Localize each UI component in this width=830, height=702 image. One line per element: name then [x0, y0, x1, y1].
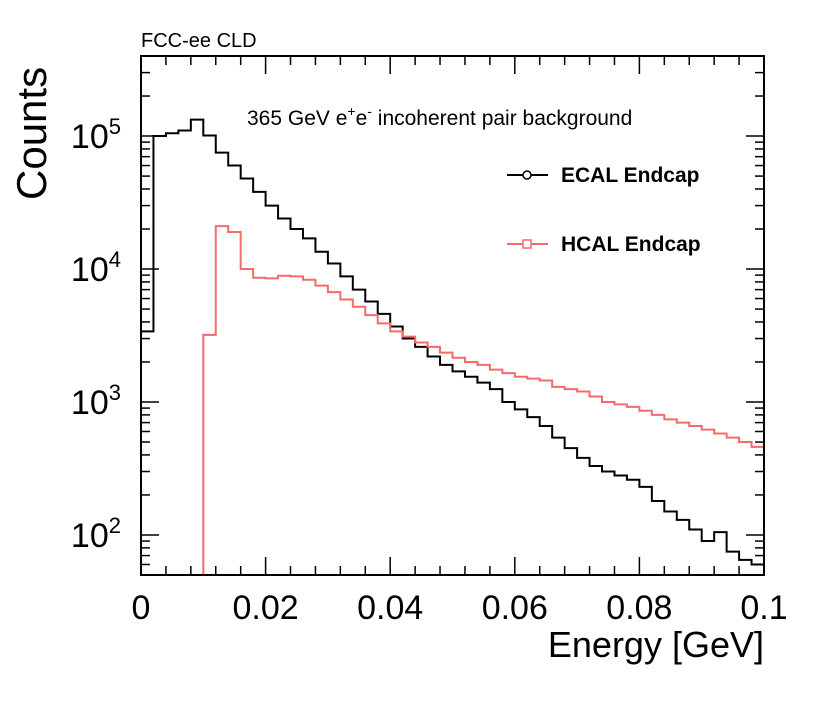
y-tick-label-base: 10 — [71, 251, 109, 289]
legend: ECAL Endcap HCAL Endcap — [507, 164, 701, 256]
title-sup1: + — [347, 103, 355, 119]
x-tick-label: 0 — [132, 589, 151, 627]
y-tick-label-base: 10 — [71, 118, 109, 156]
y-axis-title: Counts — [8, 67, 55, 200]
y-tick-label-exponent: 3 — [109, 380, 121, 405]
tick-layer — [140, 55, 765, 576]
plot-frame — [140, 55, 765, 576]
x-tick-label: 0.08 — [606, 589, 672, 627]
x-tick-label: 0.06 — [482, 589, 548, 627]
legend-label-ecal: ECAL Endcap — [561, 164, 699, 187]
y-tick-label: 105 — [71, 114, 121, 156]
legend-label-hcal: HCAL Endcap — [561, 233, 701, 256]
legend-marker-hcal-square-icon — [522, 239, 532, 249]
x-axis-title: Energy [GeV] — [548, 624, 764, 665]
x-tick-label: 0.04 — [357, 589, 423, 627]
y-tick-label: 102 — [71, 513, 121, 555]
title-post: incoherent pair background — [372, 107, 632, 130]
y-tick-label: 103 — [71, 380, 121, 422]
y-tick-label-base: 10 — [71, 384, 109, 422]
title-pre: 365 GeV e — [247, 107, 347, 130]
title-mid: e — [356, 107, 368, 130]
series-layer — [141, 118, 764, 576]
legend-marker-ecal-circle-icon — [522, 170, 532, 180]
x-tick-label: 0.1 — [740, 589, 787, 627]
title-sup2: - — [367, 103, 372, 119]
series-line-ecal-endcap — [141, 118, 764, 566]
series-line-hcal-endcap — [141, 225, 764, 576]
y-tick-label: 104 — [71, 247, 121, 289]
y-tick-label-exponent: 5 — [109, 114, 121, 139]
y-tick-label-exponent: 4 — [109, 247, 121, 272]
y-tick-label-base: 10 — [71, 517, 109, 555]
x-tick-label: 0.02 — [233, 589, 299, 627]
chart-title: 365 GeV e+e- incoherent pair background — [247, 103, 632, 130]
y-tick-label-exponent: 2 — [109, 513, 121, 538]
corner-label: FCC-ee CLD — [141, 30, 257, 52]
